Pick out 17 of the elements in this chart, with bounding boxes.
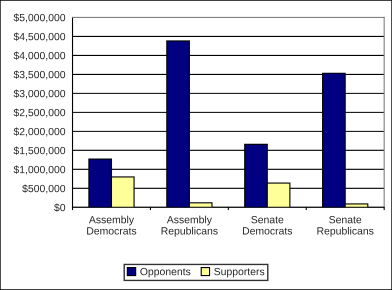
y-tick-label: $1,000,000 [14,165,66,174]
x-tick-label: Assembly Democrats [87,216,136,235]
y-tick-label: $3,500,000 [14,70,66,80]
legend-label: Supporters [214,268,264,278]
y-tick-label: $0 [54,203,66,212]
x-tick-label: Senate Democrats [242,216,292,235]
y-tick-label: $4,000,000 [14,51,66,60]
y-tick-label: $500,000 [22,184,66,194]
x-tick-label: Assembly Republicans [162,216,218,237]
y-tick-label: $5,000,000 [14,13,66,23]
y-tick-label: $4,500,000 [14,32,66,42]
legend-label: Opponents [140,268,190,278]
y-tick-label: $2,500,000 [14,108,66,118]
x-tick-label: Senate Republicans [317,216,374,237]
y-tick-label: $2,000,000 [14,127,66,136]
y-tick-label: $1,500,000 [14,146,66,156]
y-tick-label: $3,000,000 [14,89,66,98]
